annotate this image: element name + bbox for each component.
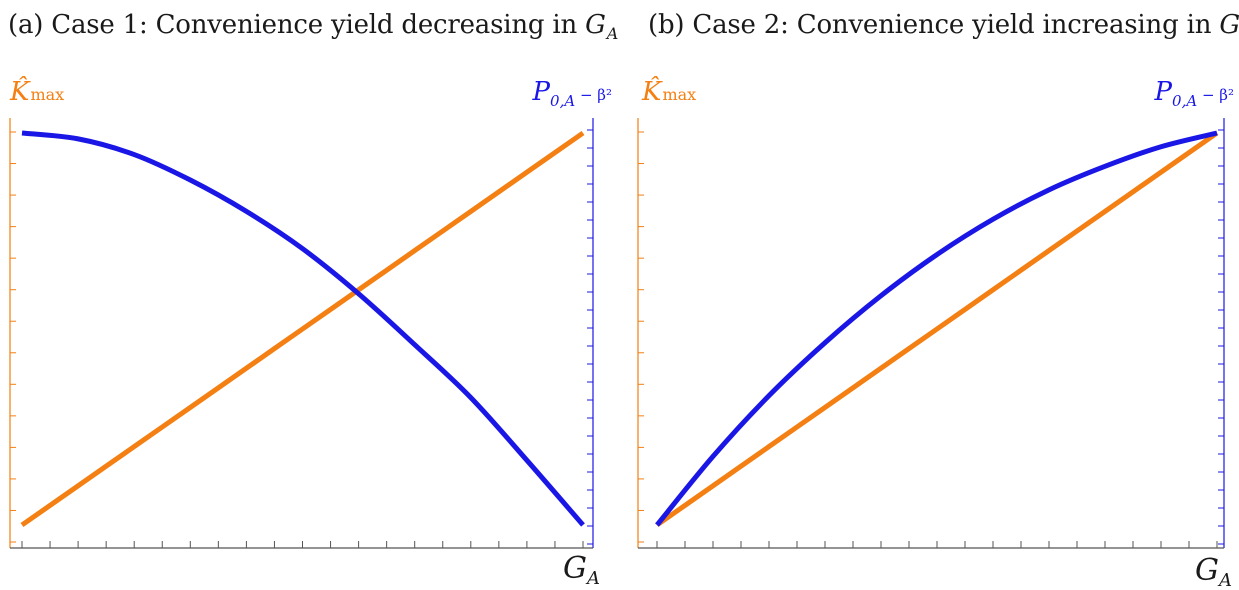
k-max-series-line-b [655,130,1219,528]
right-axis-label-a: P0,A − β² [532,77,612,110]
series-group-b [655,130,1219,528]
chart-panel-a: (a) Case 1: Convenience yield decreasing… [0,0,619,590]
chart-title-a-sub: A [606,24,619,43]
chart-title-b: (b) Case 2: Convenience yield increasing… [648,10,1239,43]
chart-title-a: (a) Case 1: Convenience yield decreasing… [8,10,618,43]
left-axis-label-b: K̂max [641,76,696,107]
chart-plot-a: K̂max P0,A − β² GA [9,76,612,589]
right-axis-label-rest-a: − β² [575,86,612,104]
chart-plot-b: K̂max P0,A − β² GA [637,76,1234,590]
left-axis-label-sub-b: max [662,85,696,104]
chart-title-b-var: G [1219,10,1239,40]
chart-panel-b: (b) Case 2: Convenience yield increasing… [620,0,1239,590]
x-axis-label-main-a: G [563,551,587,586]
axes-b [637,118,1225,549]
right-axis-label-sub-a: 0,A [550,92,575,110]
right-axis-label-b: P0,A − β² [1154,77,1234,110]
x-axis-label-a: GA [563,551,600,589]
chart-title-b-text: (b) Case 2: Convenience yield increasing… [648,10,1220,40]
left-axis-label-main-a: K̂ [9,76,31,107]
k-max-series-line-a [20,130,585,528]
p-minus-beta-series-line-a [21,130,585,527]
right-axis-label-sub-b: 0,A [1172,92,1197,110]
x-axis-label-b: GA [1195,553,1232,590]
x-axis-label-sub-b: A [1217,570,1232,590]
right-axis-label-main-b: P [1154,77,1173,107]
left-axis-label-main-b: K̂ [641,76,663,107]
x-axis-label-sub-a: A [585,568,600,589]
axes-a [9,118,594,549]
right-axis-label-rest-b: − β² [1197,86,1234,104]
chart-title-a-text: (a) Case 1: Convenience yield decreasing… [8,10,586,40]
chart-title-a-var: G [585,10,606,40]
x-axis-label-main-b: G [1195,553,1219,588]
left-axis-label-sub-a: max [30,85,64,104]
p-minus-beta-series-line-b [655,130,1218,527]
series-group-a [20,130,585,528]
left-axis-label-a: K̂max [9,76,64,107]
right-axis-label-main-a: P [532,77,551,107]
